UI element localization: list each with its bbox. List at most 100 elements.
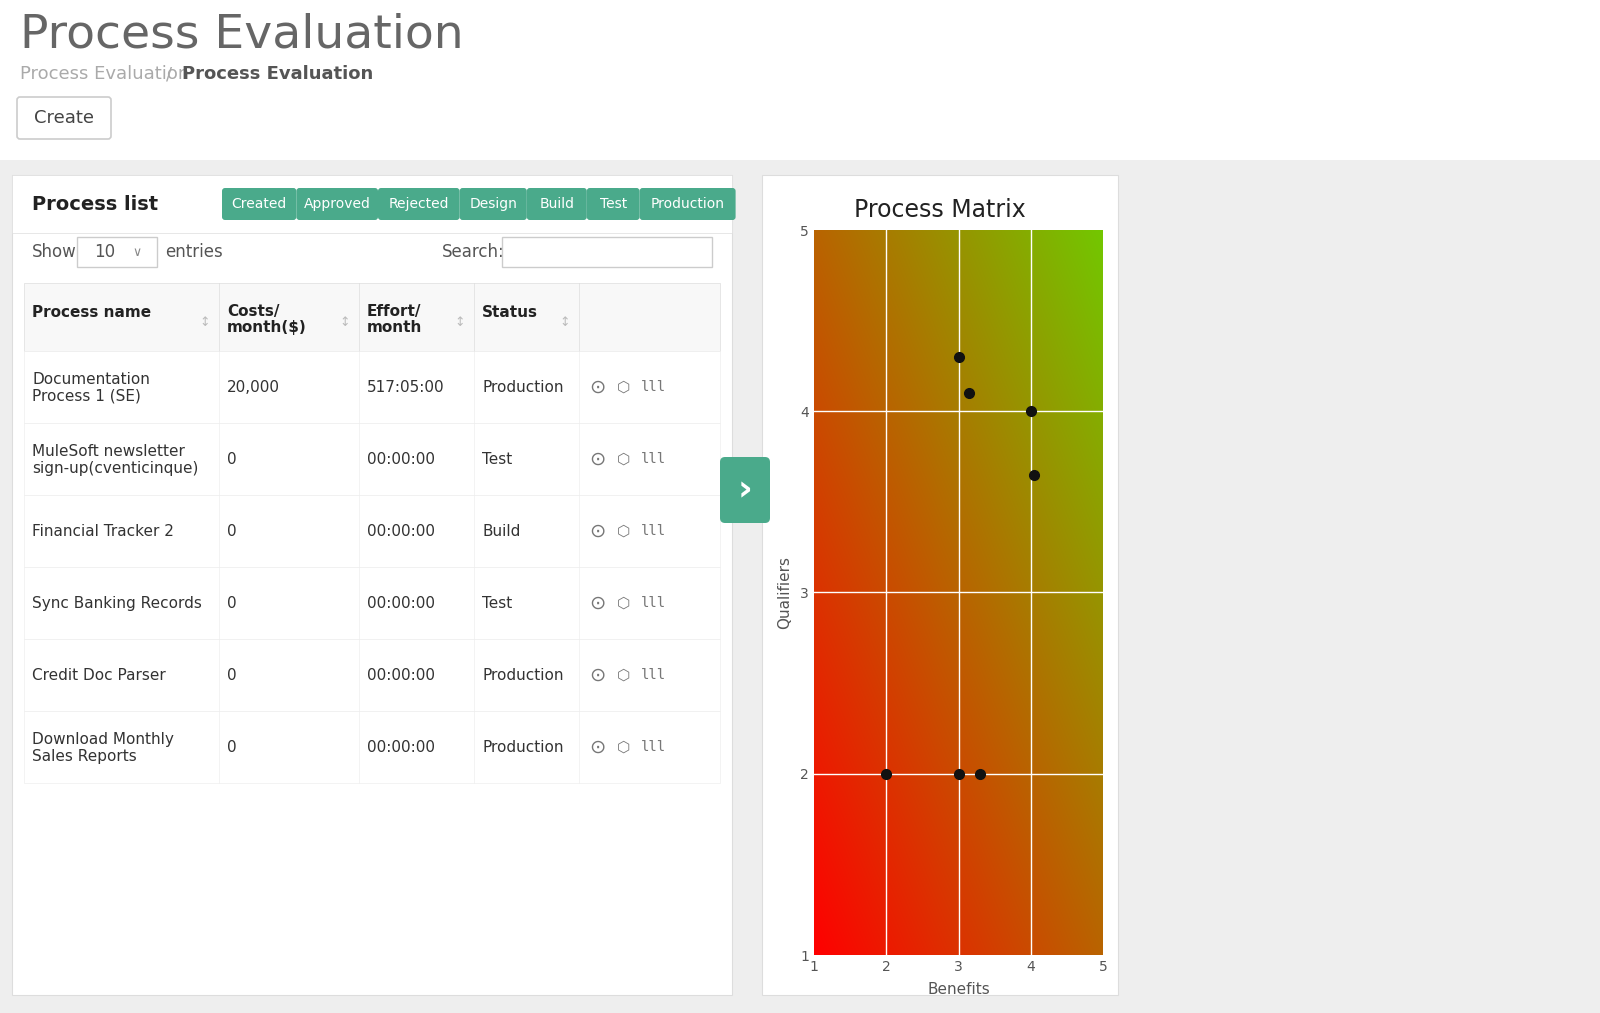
FancyBboxPatch shape [296,188,378,220]
Text: Created: Created [232,197,286,211]
Y-axis label: Qualifiers: Qualifiers [778,556,792,629]
Text: ∨: ∨ [133,245,141,258]
Text: lll: lll [642,596,666,610]
Text: Test: Test [482,596,512,611]
Bar [24,639,720,711]
Text: Test: Test [600,197,627,211]
Text: 0: 0 [227,739,237,755]
Text: 00:00:00: 00:00:00 [366,739,435,755]
Bar [24,423,720,495]
Text: Build: Build [482,524,520,539]
Text: 00:00:00: 00:00:00 [366,524,435,539]
Text: Production: Production [482,380,563,394]
Text: ⊙: ⊙ [589,450,605,468]
Text: ⊙: ⊙ [589,594,605,613]
Text: Test: Test [482,452,512,467]
Text: Effort/: Effort/ [366,304,421,318]
FancyBboxPatch shape [587,188,640,220]
Text: Production: Production [482,739,563,755]
FancyBboxPatch shape [222,188,296,220]
Text: Documentation: Documentation [32,372,150,387]
Text: ↕: ↕ [200,315,210,328]
Text: MuleSoft newsletter: MuleSoft newsletter [32,444,186,459]
X-axis label: Benefits: Benefits [926,983,990,997]
Text: 10: 10 [94,243,115,261]
Text: 0: 0 [227,524,237,539]
Text: Process list: Process list [32,194,158,214]
Text: Production: Production [482,668,563,683]
Bar [502,237,712,267]
Text: 00:00:00: 00:00:00 [366,452,435,467]
Text: Process Evaluation: Process Evaluation [19,12,464,57]
FancyBboxPatch shape [526,188,587,220]
Bar [77,237,157,267]
Text: Financial Tracker 2: Financial Tracker 2 [32,524,174,539]
Text: entries: entries [165,243,222,261]
Text: ⊙: ⊙ [589,666,605,685]
Text: ⊙: ⊙ [589,522,605,541]
Text: Design: Design [469,197,517,211]
Text: Sync Banking Records: Sync Banking Records [32,596,202,611]
Text: Production: Production [651,197,725,211]
Text: Process Evaluation: Process Evaluation [19,65,189,83]
Bar [762,175,1118,995]
Text: lll: lll [642,452,666,466]
Text: ⬡: ⬡ [618,452,630,467]
FancyBboxPatch shape [459,188,526,220]
Text: Build: Build [539,197,574,211]
Text: Costs/: Costs/ [227,304,280,318]
FancyBboxPatch shape [640,188,736,220]
Bar [24,283,720,350]
Text: Sales Reports: Sales Reports [32,749,136,764]
Text: Credit Doc Parser: Credit Doc Parser [32,668,166,683]
Bar [13,175,733,995]
Bar [24,495,720,567]
Text: 00:00:00: 00:00:00 [366,668,435,683]
Bar [24,567,720,639]
Text: Process 1 (SE): Process 1 (SE) [32,389,141,403]
Text: ⬡: ⬡ [618,596,630,611]
Text: 0: 0 [227,596,237,611]
Text: Status: Status [482,305,538,319]
Text: month($): month($) [227,319,307,334]
Text: 0: 0 [227,668,237,683]
Text: ⬡: ⬡ [618,668,630,683]
Text: Approved: Approved [304,197,371,211]
Text: lll: lll [642,741,666,754]
Text: Download Monthly: Download Monthly [32,731,174,747]
Bar [0,160,1600,1013]
Text: 00:00:00: 00:00:00 [366,596,435,611]
Text: ⬡: ⬡ [618,380,630,394]
Bar [24,711,720,783]
Text: Process Evaluation: Process Evaluation [182,65,373,83]
Text: ›: › [738,473,752,506]
Text: ↕: ↕ [339,315,350,328]
Text: Create: Create [34,109,94,127]
Text: Process name: Process name [32,305,150,319]
Text: month: month [366,319,422,334]
Text: Search:: Search: [442,243,504,261]
Text: Rejected: Rejected [389,197,450,211]
Text: ↕: ↕ [454,315,466,328]
Text: ↕: ↕ [560,315,570,328]
FancyBboxPatch shape [18,97,110,139]
Text: lll: lll [642,380,666,394]
Text: ⬡: ⬡ [618,739,630,755]
Text: /: / [166,65,173,83]
Bar [24,350,720,423]
FancyBboxPatch shape [720,457,770,523]
FancyBboxPatch shape [378,188,459,220]
Text: sign-up(cventicinque): sign-up(cventicinque) [32,461,198,475]
Text: lll: lll [642,524,666,538]
Bar [0,0,1600,170]
Text: 0: 0 [227,452,237,467]
Text: lll: lll [642,668,666,682]
Text: 517:05:00: 517:05:00 [366,380,445,394]
Text: ⊙: ⊙ [589,378,605,396]
Text: ⬡: ⬡ [618,524,630,539]
Text: Process Matrix: Process Matrix [854,198,1026,222]
Bar [13,175,733,233]
Text: 20,000: 20,000 [227,380,280,394]
Text: ⊙: ⊙ [589,737,605,757]
Text: Show: Show [32,243,77,261]
